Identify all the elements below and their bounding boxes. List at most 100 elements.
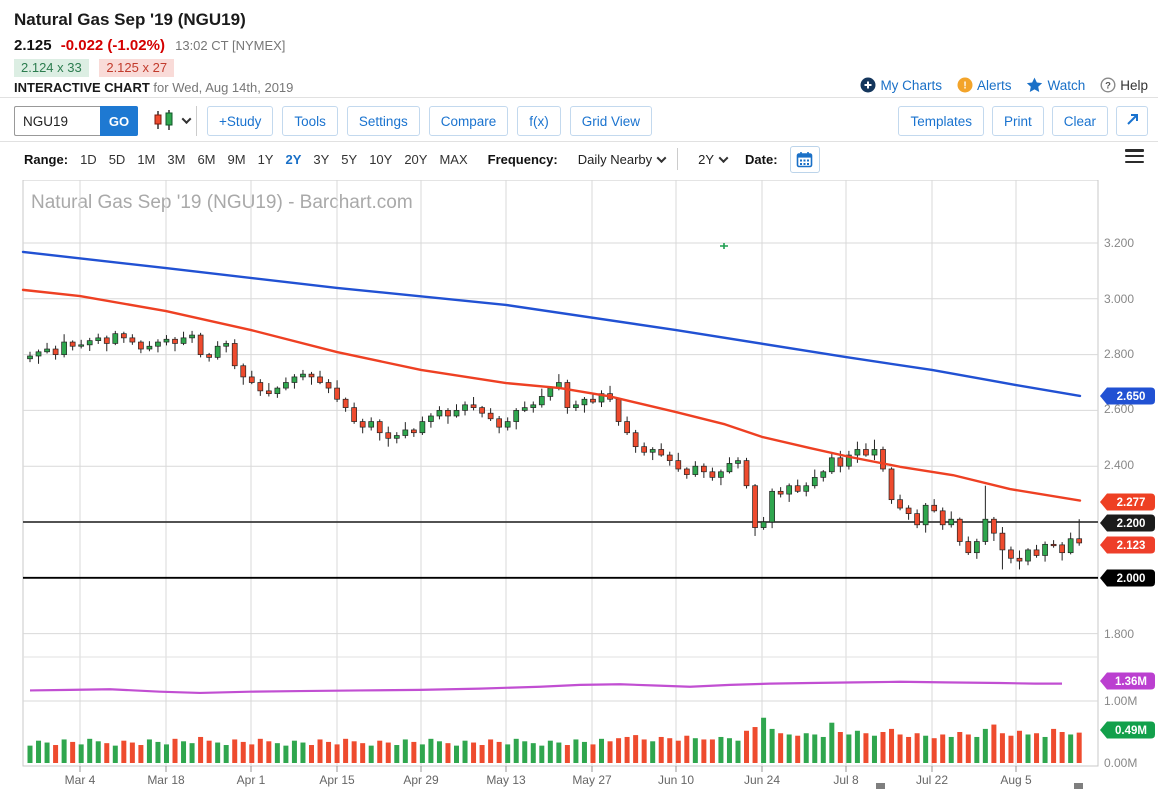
templates-button[interactable]: Templates [898,106,984,136]
ask-pill: 2.125 x 27 [99,59,175,77]
svg-text:2.600: 2.600 [1104,402,1134,416]
period-dropdown[interactable]: 2Y [698,151,729,167]
range-option-9M[interactable]: 9M [227,151,246,167]
help-link[interactable]: ? Help [1100,77,1148,93]
svg-text:2.800: 2.800 [1104,347,1134,361]
svg-text:1.00M: 1.00M [1104,694,1137,708]
range-option-1D[interactable]: 1D [80,151,97,167]
open-interest-line [29,680,1062,695]
price-change: -0.022 (-1.02%) [60,37,165,54]
range-option-3M[interactable]: 3M [167,151,186,167]
range-option-20Y[interactable]: 20Y [404,151,428,167]
study-button[interactable]: +Study [207,106,274,136]
star-icon [1027,77,1043,93]
svg-text:Jun 24: Jun 24 [744,773,780,787]
calendar-icon [796,151,813,167]
study-marker-icon [720,243,728,249]
range-option-5D[interactable]: 5D [108,151,126,167]
chart-type-dropdown[interactable] [152,109,192,131]
svg-text:Apr 1: Apr 1 [237,773,266,787]
range-label: Range: [24,151,69,167]
clear-button[interactable]: Clear [1051,106,1108,136]
watch-link[interactable]: Watch [1026,77,1085,93]
plus-circle-icon [860,77,876,93]
svg-text:2.000: 2.000 [1117,573,1146,585]
svg-text:Jun 10: Jun 10 [658,773,694,787]
frequency-dropdown[interactable]: Daily Nearby [577,151,667,167]
svg-text:2.400: 2.400 [1104,458,1134,472]
quote-line: 2.125 -0.022 (-1.02%) 13:02 CT [NYMEX] [14,37,285,54]
fx-button[interactable]: f(x) [517,106,561,136]
date-label: Date: [745,151,778,167]
grid-view-button[interactable]: Grid View [569,106,653,136]
toolbar-right-buttons: Templates Print Clear [898,106,1148,136]
range-option-2Y[interactable]: 2Y [285,151,302,167]
candles-layer[interactable] [27,330,1083,570]
candlestick-type-icon [154,110,173,130]
volume-layer[interactable] [27,717,1082,763]
interactive-chart-date: for Wed, Aug 14th, 2019 [153,80,294,95]
interactive-chart-title: INTERACTIVE CHART [14,80,150,95]
bid-pill: 2.124 x 33 [14,59,89,77]
range-option-3Y[interactable]: 3Y [313,151,330,167]
price-chart-canvas[interactable]: Natural Gas Sep '19 (NGU19) - Barchart.c… [0,180,1158,791]
range-option-MAX[interactable]: MAX [439,151,468,167]
svg-text:Jul 8: Jul 8 [833,773,859,787]
my-charts-link[interactable]: My Charts [860,77,942,93]
svg-text:0.49M: 0.49M [1115,725,1147,737]
range-options: 1D 5D 1M 3M 6M 9M 1Y 2Y 3Y 5Y 10Y 20Y MAX [80,152,468,167]
range-option-1Y[interactable]: 1Y [257,151,274,167]
calendar-button[interactable] [789,145,820,173]
period-value: 2Y [698,151,715,167]
alerts-link[interactable]: ! Alerts [957,77,1012,93]
svg-text:Apr 29: Apr 29 [403,773,439,787]
compare-button[interactable]: Compare [428,106,509,136]
svg-text:2.277: 2.277 [1117,497,1146,509]
svg-text:3.000: 3.000 [1104,292,1134,306]
chevron-down-icon [181,113,192,124]
question-icon: ? [1100,77,1116,93]
go-button[interactable]: GO [100,106,138,136]
svg-text:May 13: May 13 [486,773,526,787]
svg-text:2.123: 2.123 [1117,540,1146,552]
panel-resize-grip[interactable] [1074,783,1083,789]
last-price: 2.125 [14,37,52,54]
frequency-value: Daily Nearby [577,151,653,167]
chart-watermark: Natural Gas Sep '19 (NGU19) - Barchart.c… [31,192,413,213]
page-title: Natural Gas Sep '19 (NGU19) [14,10,246,29]
svg-text:Apr 15: Apr 15 [319,773,355,787]
watch-label: Watch [1047,77,1086,93]
svg-text:1.36M: 1.36M [1115,676,1147,688]
range-option-1M[interactable]: 1M [137,151,156,167]
svg-text:3.200: 3.200 [1104,236,1134,250]
chevron-down-icon [718,152,729,163]
symbol-input[interactable] [14,106,100,136]
expand-button[interactable] [1116,106,1148,136]
toolbar-divider [196,106,197,136]
toolbar-divider-line [0,141,1158,142]
tools-button[interactable]: Tools [282,106,338,136]
panel-resize-grip[interactable] [876,783,885,789]
frequency-label: Frequency: [487,151,558,167]
ma-fast-line [21,288,1082,502]
help-label: Help [1120,77,1148,93]
alerts-label: Alerts [976,77,1012,93]
svg-text:Aug 5: Aug 5 [1000,773,1032,787]
range-option-5Y[interactable]: 5Y [341,151,358,167]
header-divider [0,97,1158,98]
alert-icon: ! [957,77,973,93]
svg-text:?: ? [1105,80,1111,91]
header-links: My Charts ! Alerts Watch ? Help [860,77,1148,93]
hamburger-menu-icon[interactable] [1125,149,1144,166]
range-option-6M[interactable]: 6M [197,151,216,167]
settings-button[interactable]: Settings [346,106,420,136]
range-bar-divider [677,148,679,170]
range-option-10Y[interactable]: 10Y [369,151,393,167]
svg-text:Mar 18: Mar 18 [147,773,185,787]
interactive-chart-label: INTERACTIVE CHART for Wed, Aug 14th, 201… [14,80,293,95]
expand-arrow-icon [1126,114,1138,125]
svg-text:Jul 22: Jul 22 [916,773,948,787]
svg-text:1.800: 1.800 [1104,627,1134,641]
print-button[interactable]: Print [991,106,1044,136]
